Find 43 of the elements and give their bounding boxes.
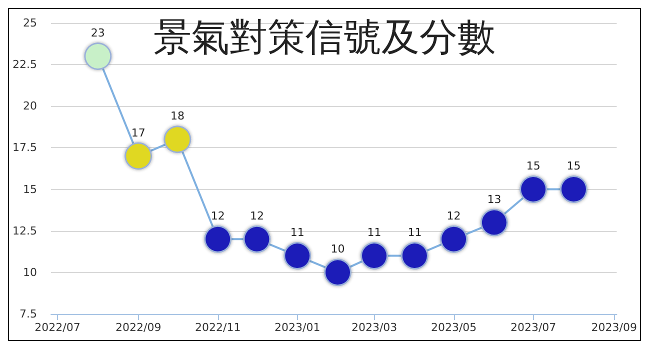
y-tick-label: 17.5 xyxy=(12,141,37,154)
point xyxy=(243,225,271,253)
data-label: 12 xyxy=(210,209,225,222)
x-tick-label: 2023/03 xyxy=(351,321,398,334)
data-label: 15 xyxy=(526,160,540,173)
data-label: 11 xyxy=(290,226,304,240)
y-tick-label: 7.5 xyxy=(20,308,37,320)
data-label: 10 xyxy=(330,242,345,256)
x-tick-label: 2023/09 xyxy=(591,321,638,334)
point xyxy=(84,42,112,70)
y-tick-label: 10 xyxy=(23,266,37,279)
data-label: 18 xyxy=(170,110,184,123)
y-tick-label: 22.5 xyxy=(12,58,37,72)
x-tick-label: 2022/07 xyxy=(34,321,80,334)
chart-title: 景氣對策信號及分數 xyxy=(154,15,496,59)
y-tick-label: 15 xyxy=(23,182,37,196)
y-tick-label: 12.5 xyxy=(12,224,37,238)
point xyxy=(440,225,468,253)
data-label: 12 xyxy=(250,209,264,222)
point xyxy=(284,242,312,270)
data-label: 17 xyxy=(131,126,146,140)
point xyxy=(360,242,388,270)
x-tick-label: 2023/05 xyxy=(430,321,477,334)
point xyxy=(560,176,588,204)
data-label: 11 xyxy=(408,226,422,240)
data-label: 23 xyxy=(90,26,105,40)
point xyxy=(520,176,548,204)
point xyxy=(480,208,508,236)
point xyxy=(124,142,152,170)
point xyxy=(164,126,192,154)
data-label: 12 xyxy=(446,209,461,222)
x-tick-label: 2023/01 xyxy=(274,321,320,334)
y-tick-label: 20 xyxy=(23,100,37,113)
x-tick-label: 2022/11 xyxy=(195,321,241,334)
data-label: 13 xyxy=(487,192,502,206)
data-label: 15 xyxy=(566,160,581,173)
y-tick-label: 25 xyxy=(23,16,37,30)
x-tick-label: 2023/07 xyxy=(510,321,556,334)
point xyxy=(324,258,352,286)
point xyxy=(204,225,232,253)
x-tick-label: 2022/09 xyxy=(115,321,162,334)
point xyxy=(400,242,428,270)
data-label: 11 xyxy=(367,226,382,240)
